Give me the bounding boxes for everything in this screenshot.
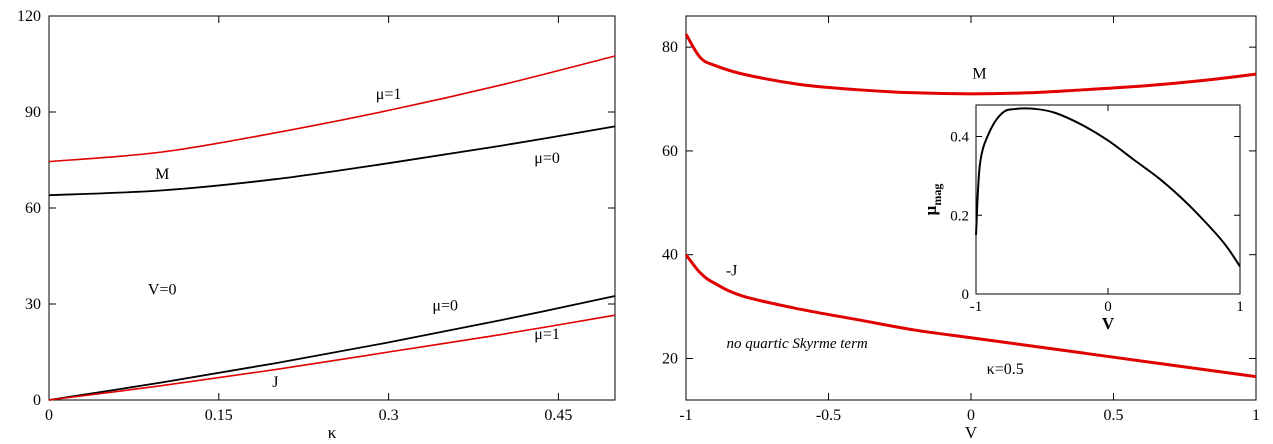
inset-background	[976, 105, 1240, 294]
series-line-1	[48, 125, 616, 197]
series-line-0	[684, 33, 1257, 96]
y-tick-label: 80	[662, 39, 678, 56]
annotation-label: μ=1	[534, 326, 560, 343]
left-chart-panel: 0 0.15 0.3 0.45 0 30 60 90 120 κ μ=1 Mμ=0 V=0 μ=0 μ=1 J	[17, 8, 616, 442]
series-line-1	[684, 253, 1257, 379]
y-axis-label-subscript: mag	[930, 184, 944, 206]
x-tick-label: 0.3	[379, 407, 399, 424]
annotation-label: V=0	[148, 281, 177, 298]
x-tick-label: -1	[970, 299, 983, 315]
y-tick-label: 0.2	[950, 208, 969, 224]
series-line-0	[48, 55, 616, 163]
x-tick-label: 0	[1104, 299, 1112, 315]
x-axis-label: V	[1102, 314, 1115, 333]
y-tick-label: 0.4	[950, 130, 969, 146]
y-tick-label: 0	[33, 392, 41, 409]
annotation-label: κ=0.5	[987, 361, 1024, 378]
x-tick-label: 0	[45, 407, 53, 424]
annotation-label: M	[972, 65, 986, 82]
y-tick-label: 60	[25, 200, 41, 217]
annotation-label: J	[272, 374, 278, 391]
series-line-2	[48, 295, 616, 401]
x-axis-label: κ	[328, 423, 337, 442]
x-tick-label: 1	[1236, 299, 1244, 315]
y-tick-label: 120	[17, 8, 41, 25]
x-tick-label: -1	[679, 407, 692, 424]
right-chart-panel: -1 -0.5 0 0.5 1 20 40 60 80 V M -J no quartic Skyrme…	[662, 15, 1260, 442]
annotation-label: μ=1	[376, 86, 402, 103]
annotation-label: μ=0	[432, 297, 458, 314]
annotation-label: no quartic Skyrme term	[727, 336, 868, 352]
x-axis-label: V	[965, 423, 978, 442]
x-tick-label: 0	[967, 407, 975, 424]
svg-text:μmag: μmag	[921, 184, 944, 216]
annotation-label: μ=0	[534, 150, 560, 167]
y-axis-label: μmag	[921, 184, 944, 216]
annotation-label: -J	[726, 262, 738, 279]
y-tick-label: 90	[25, 104, 41, 121]
series-line-3	[48, 314, 616, 401]
y-tick-label: 60	[662, 143, 678, 160]
plot-frame	[48, 15, 616, 401]
x-tick-label: 0.5	[1104, 407, 1124, 424]
y-tick-label: 20	[662, 350, 678, 367]
x-tick-label: 0.45	[544, 407, 572, 424]
x-tick-label: -0.5	[816, 407, 841, 424]
annotation-label: M	[155, 166, 169, 183]
y-tick-label: 40	[662, 247, 678, 264]
y-tick-label: 30	[25, 296, 41, 313]
series-line-0	[975, 107, 1241, 267]
x-tick-label: 1	[1252, 407, 1260, 424]
y-tick-label: 0	[962, 287, 970, 303]
x-tick-label: 0.15	[205, 407, 233, 424]
y-axis-label-main: μ	[921, 205, 940, 215]
